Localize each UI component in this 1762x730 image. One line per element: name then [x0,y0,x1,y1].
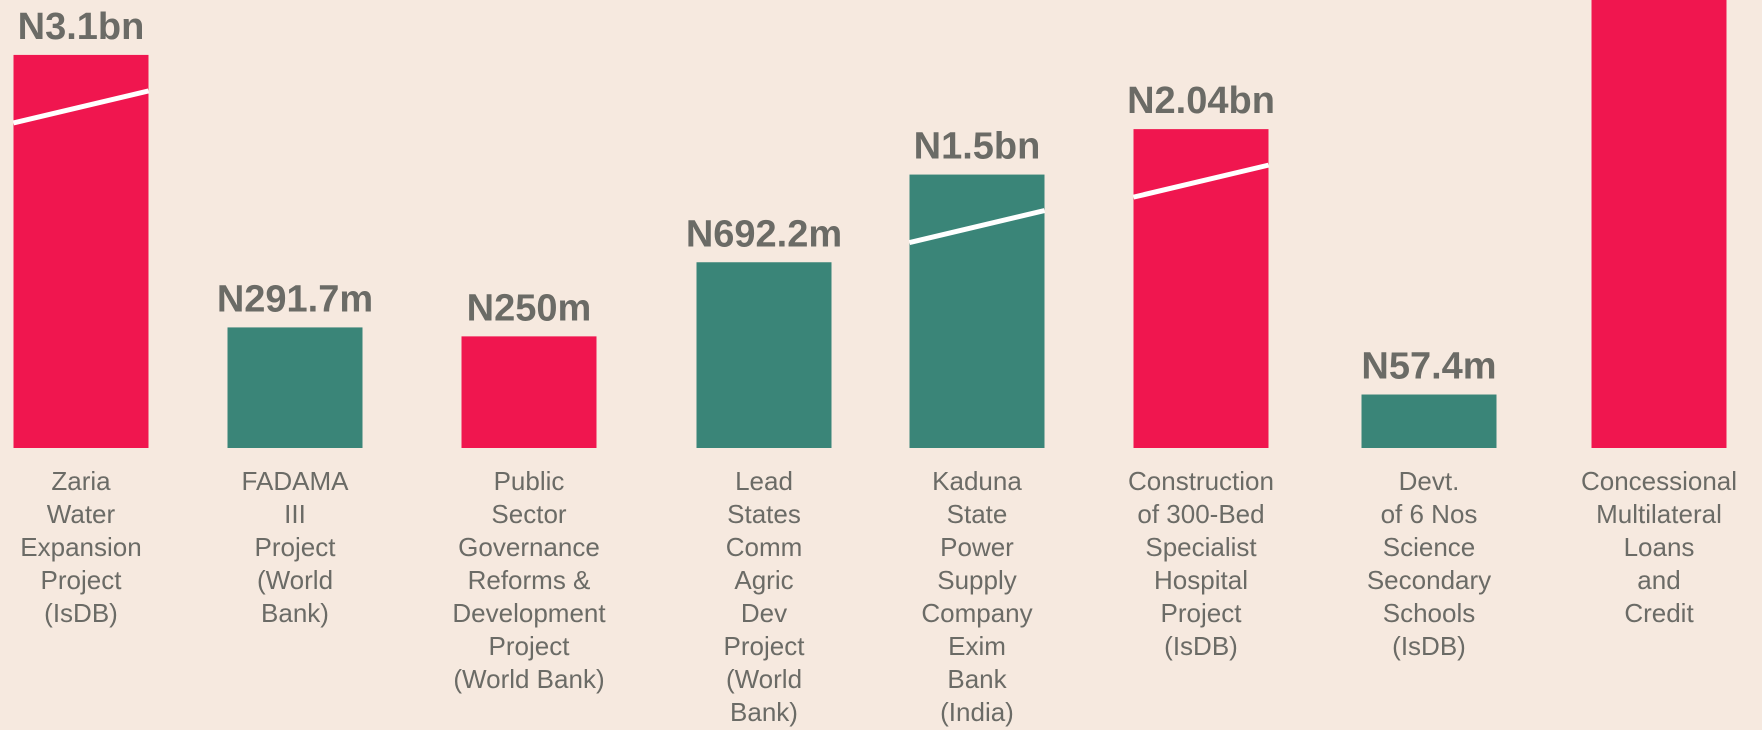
category-label: Water [47,499,116,529]
category-label: Project [1161,598,1243,628]
value-label: N692.2m [686,213,842,255]
category-label: Devt. [1399,466,1460,496]
category-label: Project [41,565,123,595]
category-label: Project [489,631,571,661]
category-label: Project [255,532,337,562]
value-label: N57.4m [1361,346,1496,388]
category-label: Development [452,598,606,628]
category-label: Construction [1128,466,1274,496]
bar [1361,394,1497,448]
category-label: Expansion [20,532,141,562]
category-label: Secondary [1367,565,1491,595]
bar [1133,129,1269,449]
category-label: Schools [1383,598,1476,628]
value-label: N250m [467,287,592,329]
category-label: Bank) [730,697,798,727]
value-label: N3.1bn [18,6,145,48]
category-label: Zaria [51,466,111,496]
category-label: Specialist [1145,532,1257,562]
category-label: Concessional [1581,466,1737,496]
category-label: Hospital [1154,565,1248,595]
category-label: Exim [948,631,1006,661]
category-label: (World Bank) [453,664,604,694]
category-label: Credit [1624,598,1694,628]
axis-break [12,88,150,126]
category-label: (World [726,664,802,694]
category-label: State [947,499,1008,529]
bar [461,336,597,448]
axis-break [908,208,1046,245]
category-label: Supply [937,565,1017,595]
bar [1591,0,1727,448]
category-label: Agric [734,565,793,595]
category-label: (IsDB) [44,598,118,628]
category-label: Public [494,466,565,496]
category-label: (India) [940,697,1014,727]
value-label: N291.7m [217,278,373,320]
category-label: Sector [491,499,566,529]
category-label: of 300-Bed [1137,499,1264,529]
category-label: Bank) [261,598,329,628]
bar [227,327,363,448]
value-label: N1.5bn [914,126,1041,168]
category-label: Governance [458,532,600,562]
category-label: Reforms & [468,565,591,595]
category-label: Science [1383,532,1476,562]
category-label: States [727,499,801,529]
bar [13,54,149,449]
axis-break [1132,162,1270,200]
category-label: of 6 Nos [1381,499,1478,529]
category-label: Project [724,631,806,661]
category-label: Company [921,598,1032,628]
category-label: Dev [741,598,787,628]
value-label: N2.04bn [1127,80,1275,122]
category-label: Loans [1624,532,1695,562]
category-label: Multilateral [1596,499,1722,529]
category-label: Comm [726,532,803,562]
category-label: Lead [735,466,793,496]
category-label: III [284,499,306,529]
category-label: Power [940,532,1014,562]
category-label: and [1637,565,1680,595]
category-label: (World [257,565,333,595]
category-label: (IsDB) [1164,631,1238,661]
bar [909,174,1045,448]
category-label: FADAMA [242,466,350,496]
category-label: (IsDB) [1392,631,1466,661]
category-label: Kaduna [932,466,1022,496]
category-label: Bank [947,664,1007,694]
bar [696,262,832,448]
